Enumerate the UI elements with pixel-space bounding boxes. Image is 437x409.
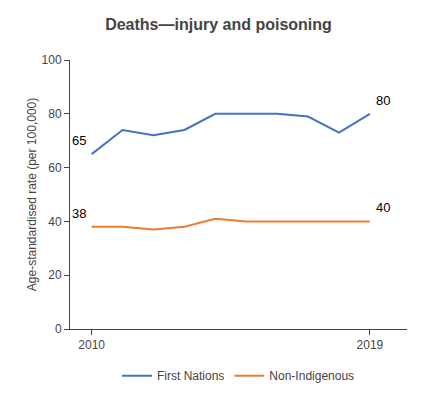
svg-text:0: 0 xyxy=(55,322,62,336)
svg-text:First Nations: First Nations xyxy=(157,369,224,383)
svg-text:60: 60 xyxy=(48,161,62,175)
svg-text:2010: 2010 xyxy=(78,338,105,352)
svg-text:65: 65 xyxy=(72,133,86,148)
svg-text:80: 80 xyxy=(376,93,390,108)
svg-text:38: 38 xyxy=(72,206,86,221)
svg-text:Age-standardised rate (per 100: Age-standardised rate (per 100,000) xyxy=(25,98,39,291)
svg-text:40: 40 xyxy=(376,200,390,215)
svg-text:20: 20 xyxy=(48,268,62,282)
svg-text:Non-Indigenous: Non-Indigenous xyxy=(269,369,354,383)
svg-text:100: 100 xyxy=(42,53,62,67)
svg-text:2019: 2019 xyxy=(357,338,384,352)
svg-text:Deaths—injury and poisoning: Deaths—injury and poisoning xyxy=(105,16,332,33)
svg-text:80: 80 xyxy=(48,107,62,121)
svg-text:40: 40 xyxy=(48,215,62,229)
